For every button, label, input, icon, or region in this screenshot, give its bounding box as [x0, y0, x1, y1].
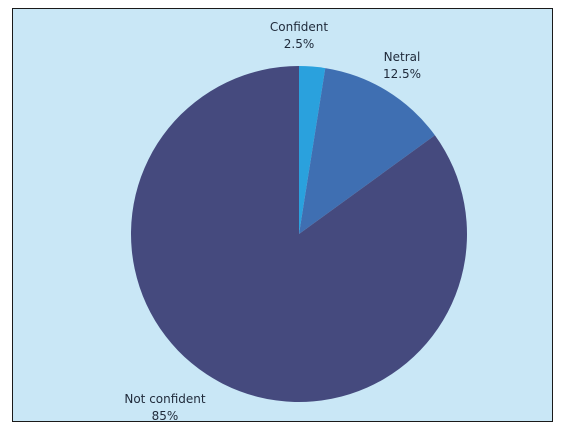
- pie-slice-confident: [299, 66, 326, 234]
- slice-label-confident: Confident: [270, 20, 328, 34]
- pie-slice-netral: [299, 68, 435, 234]
- slice-value-not-confident: 85%: [152, 409, 179, 422]
- pie-slice-not-confident: [131, 65, 468, 402]
- slice-value-netral: 12.5%: [383, 67, 421, 81]
- slice-label-netral: Netral: [384, 50, 421, 64]
- pie-chart: Confident 2.5% Netral 12.5% Not confident 85%: [124, 20, 468, 422]
- slice-label-not-confident: Not confident: [124, 392, 206, 406]
- slice-value-confident: 2.5%: [284, 37, 315, 51]
- chart-frame: Confident 2.5% Netral 12.5% Not confident 85%: [12, 8, 553, 422]
